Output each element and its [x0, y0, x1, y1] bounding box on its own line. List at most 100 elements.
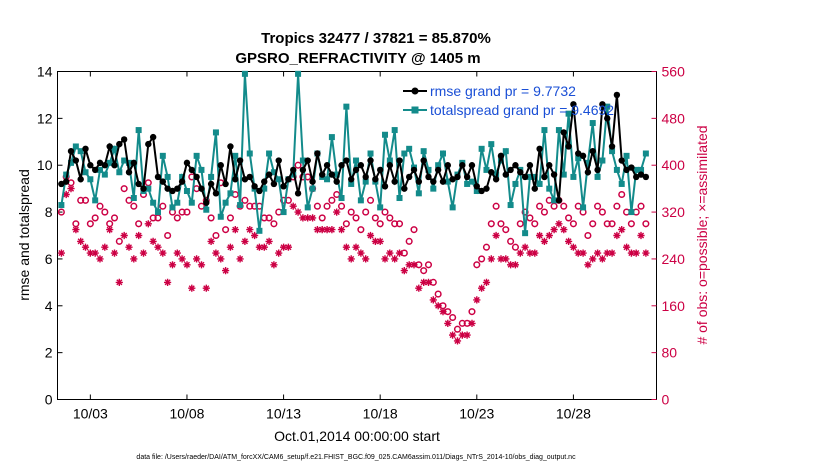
obs-possible-point	[376, 220, 384, 228]
totalspread-point	[212, 129, 219, 136]
obs-assimilated-point	[362, 255, 370, 263]
rmse-point	[299, 166, 307, 174]
rmse-point	[270, 180, 278, 188]
y2-tick-label: 560	[662, 64, 686, 80]
obs-assimilated-point	[550, 226, 558, 234]
y2-axis-label: # of obs: o=possible; ×=assimilated	[694, 125, 710, 344]
obs-assimilated-point	[318, 226, 326, 234]
x-tick-label: 10/08	[169, 406, 204, 422]
rmse-point	[594, 166, 601, 174]
obs-assimilated-point	[154, 243, 162, 251]
obs-possible-point	[531, 220, 539, 228]
rmse-point	[526, 162, 534, 169]
obs-assimilated-point	[463, 331, 471, 339]
obs-assimilated-point	[226, 243, 234, 251]
obs-possible-point	[478, 255, 486, 263]
totalspread-point	[116, 169, 123, 176]
totalspread-point	[150, 199, 157, 206]
x-axis-ticks: 10/03 10/08 10/13 10/18 10/23 10/28	[73, 71, 591, 422]
totalspread-point	[367, 150, 374, 157]
obs-assimilated-point	[516, 249, 524, 257]
rmse-point	[372, 176, 379, 183]
obs-assimilated-point	[168, 261, 177, 269]
totalspread-point	[299, 157, 306, 164]
obs-possible-point	[337, 202, 346, 210]
totalspread-point	[68, 159, 75, 166]
obs-possible-point	[473, 261, 481, 269]
obs-possible-point	[366, 196, 375, 204]
rmse-point	[604, 115, 611, 122]
totalspread-point	[246, 150, 253, 157]
rmse-point	[290, 166, 297, 174]
rmse-point	[333, 178, 340, 185]
data-file-footnote: data file: /Users/raeder/DAI/ATM_forcXX/…	[136, 454, 576, 461]
obs-assimilated-point	[400, 267, 408, 275]
obs-assimilated-point	[110, 249, 119, 257]
rmse-point	[492, 176, 500, 183]
obs-possible-point	[149, 214, 157, 222]
obs-assimilated-point	[309, 214, 317, 222]
obs-possible-point	[608, 220, 616, 228]
totalspread-point	[222, 199, 229, 206]
rmse-point	[77, 176, 84, 183]
rmse-point	[232, 176, 239, 183]
rmse-point	[521, 173, 529, 181]
y-tick-label: 10	[37, 157, 53, 173]
obs-assimilated-point	[492, 231, 500, 240]
obs-assimilated-point	[511, 261, 519, 269]
obs-possible-point	[212, 231, 220, 240]
obs-possible-point	[492, 202, 500, 210]
obs-possible-point	[560, 202, 568, 210]
obs-possible-point	[381, 208, 389, 216]
totalspread-point	[357, 197, 364, 204]
rmse-point	[159, 178, 167, 185]
rmse-point	[67, 147, 75, 155]
obs-assimilated-point	[366, 231, 375, 240]
rmse-point	[555, 197, 563, 204]
obs-assimilated-point	[569, 243, 577, 251]
obs-assimilated-point	[584, 261, 592, 269]
y2-tick-label: 80	[662, 345, 678, 361]
totalspread-point	[333, 171, 340, 178]
obs-assimilated-point	[294, 208, 302, 216]
rmse-point	[130, 159, 138, 167]
totalspread-point	[309, 185, 316, 192]
totalspread-point	[396, 195, 403, 202]
rmse-point	[560, 129, 567, 136]
totalspread-point	[401, 150, 408, 157]
obs-assimilated-point	[120, 231, 128, 240]
obs-possible-point	[226, 214, 234, 222]
y2-tick-label: 0	[662, 392, 670, 408]
totalspread-point	[328, 134, 335, 141]
y-axis-ticks: 0 2 4 6 8 10 12 14	[37, 64, 63, 408]
obs-possible-point	[453, 325, 462, 333]
obs-possible-point	[536, 202, 544, 210]
obs-assimilated-point	[405, 261, 413, 269]
totalspread-point	[304, 204, 311, 211]
rmse-point	[256, 187, 263, 195]
obs-assimilated-point	[212, 249, 220, 257]
rmse-point	[236, 157, 244, 164]
rmse-point	[628, 164, 635, 171]
obs-possible-point	[637, 202, 645, 210]
totalspread-point	[353, 157, 360, 164]
totalspread-point	[159, 152, 166, 159]
obs-assimilated-point	[376, 237, 384, 245]
obs-assimilated-point	[618, 226, 626, 234]
rmse-point	[198, 185, 205, 192]
obs-possible-point	[395, 220, 404, 228]
obs-assimilated-point	[323, 226, 331, 234]
obs-possible-point	[540, 208, 548, 216]
totalspread-point	[237, 202, 244, 209]
legend: rmse grand pr = 9.7732 totalspread grand…	[403, 83, 614, 118]
obs-assimilated-point	[574, 249, 582, 257]
obs-assimilated-point	[188, 284, 196, 292]
rmse-point	[579, 152, 587, 160]
obs-assimilated-point	[222, 267, 230, 275]
rmse-point	[323, 162, 331, 169]
obs-assimilated-point	[579, 249, 587, 257]
obs-assimilated-series	[57, 185, 650, 345]
obs-possible-point	[569, 220, 577, 228]
totalspread-point	[594, 173, 601, 180]
obs-assimilated-point	[482, 278, 491, 286]
